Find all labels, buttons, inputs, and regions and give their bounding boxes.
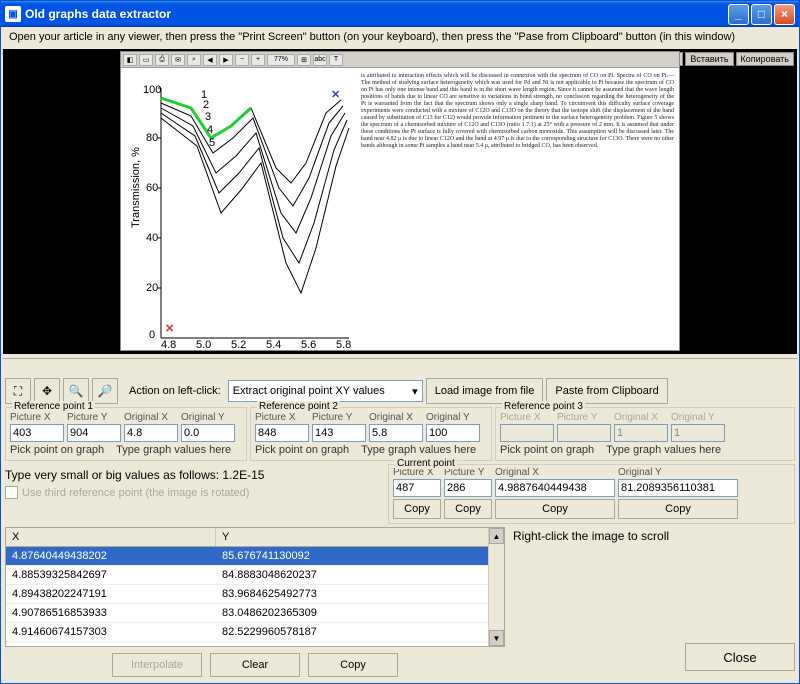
third-ref-checkbox-row[interactable]: Use third reference point (the image is … bbox=[5, 486, 385, 499]
app-window: ▣ Old graphs data extractor _ □ × Open y… bbox=[0, 0, 800, 684]
ptb-icon[interactable]: T bbox=[329, 54, 343, 66]
ptb-pct[interactable]: 77% bbox=[267, 54, 295, 66]
ref1-px-input[interactable] bbox=[10, 424, 64, 442]
ref1-py-input[interactable] bbox=[67, 424, 121, 442]
table-row[interactable]: 4.9078651685393383.0486202365309 bbox=[6, 604, 504, 623]
app-icon: ▣ bbox=[5, 6, 21, 22]
checkbox-icon[interactable] bbox=[5, 486, 18, 499]
ref3-oy-input bbox=[671, 424, 725, 442]
ptb-icon[interactable]: − bbox=[235, 54, 249, 66]
svg-text:80: 80 bbox=[146, 132, 158, 144]
zoom-out-icon[interactable]: 🔎 bbox=[92, 378, 118, 404]
ref-point-2-group: Reference point 2 Picture X Picture Y Or… bbox=[250, 407, 492, 461]
table-row[interactable]: 4.8764044943820285.676741130092 bbox=[6, 547, 504, 566]
ptb-icon[interactable]: ⊞ bbox=[297, 54, 311, 66]
action-label: Action on left-click: bbox=[129, 385, 221, 397]
svg-text:5.4: 5.4 bbox=[266, 339, 281, 351]
minimize-button[interactable]: _ bbox=[728, 4, 749, 25]
copy-ox-button[interactable]: Copy bbox=[495, 499, 615, 519]
svg-text:40: 40 bbox=[146, 232, 158, 244]
titlebar: ▣ Old graphs data extractor _ □ × bbox=[1, 1, 799, 27]
col-x-header[interactable]: X bbox=[6, 528, 216, 546]
ref2-px-input[interactable] bbox=[255, 424, 309, 442]
table-scrollbar[interactable]: ▲ ▼ bbox=[488, 528, 504, 646]
copy-px-button[interactable]: Copy bbox=[393, 499, 441, 519]
interpolate-button: Interpolate bbox=[112, 653, 202, 677]
svg-text:100: 100 bbox=[143, 84, 161, 96]
ptb-icon[interactable]: + bbox=[251, 54, 265, 66]
table-row[interactable]: 4.9146067415730382.5229960578187 bbox=[6, 623, 504, 642]
ref3-px-input bbox=[500, 424, 554, 442]
table-row[interactable]: 4.8853932584269784.8883048620237 bbox=[6, 566, 504, 585]
svg-text:3: 3 bbox=[205, 111, 211, 123]
ref2-ox-input[interactable] bbox=[369, 424, 423, 442]
svg-text:5.6: 5.6 bbox=[301, 339, 316, 351]
ref1-ox-input[interactable] bbox=[124, 424, 178, 442]
paper-page: ◧ ▭ ⎙ ✉ ⌕ ◀ ▶ − + 77% ⊞ abc T 100 80 bbox=[120, 51, 680, 351]
data-table: X Y 4.8764044943820285.6767411300924.885… bbox=[5, 527, 505, 647]
current-point-group: Current point Picture XCopy Picture YCop… bbox=[388, 464, 795, 524]
ptb-icon[interactable]: ◀ bbox=[203, 54, 217, 66]
svg-text:5.0: 5.0 bbox=[196, 339, 211, 351]
scroll-down-icon[interactable]: ▼ bbox=[489, 630, 504, 646]
ptb-icon[interactable]: ▶ bbox=[219, 54, 233, 66]
marker-x-icon: ✕ bbox=[165, 323, 174, 335]
svg-text:4.8: 4.8 bbox=[161, 339, 176, 351]
current-px-input[interactable] bbox=[393, 479, 441, 497]
svg-text:5.8: 5.8 bbox=[336, 339, 351, 351]
window-title: Old graphs data extractor bbox=[25, 7, 728, 21]
current-py-input[interactable] bbox=[444, 479, 492, 497]
copy-oy-button[interactable]: Copy bbox=[618, 499, 738, 519]
marker-plus-icon: ✕ bbox=[331, 89, 340, 101]
ptb-icon[interactable]: ◧ bbox=[123, 54, 137, 66]
chart-svg: 100 80 60 40 20 0 4.8 5.0 5.2 5.4 5.6 bbox=[131, 78, 356, 353]
ref-point-3-group: Reference point 3 Picture X Picture Y Or… bbox=[495, 407, 795, 461]
ptb-icon[interactable]: ▭ bbox=[139, 54, 153, 66]
svg-text:5: 5 bbox=[209, 137, 215, 149]
svg-text:60: 60 bbox=[146, 182, 158, 194]
ptb-icon[interactable]: abc bbox=[313, 54, 327, 66]
scroll-up-icon[interactable]: ▲ bbox=[489, 528, 504, 544]
ref-point-1-group: Reference point 1 Picture X Picture Y Or… bbox=[5, 407, 247, 461]
close-button[interactable]: Close bbox=[685, 643, 795, 671]
ref1-oy-input[interactable] bbox=[181, 424, 235, 442]
action-selected: Extract original point XY values bbox=[233, 385, 385, 397]
table-row[interactable]: 4.8943820224719183.9684625492773 bbox=[6, 585, 504, 604]
current-ox-input[interactable] bbox=[495, 479, 615, 497]
ptb-icon[interactable]: ✉ bbox=[171, 54, 185, 66]
instruction-text: Open your article in any viewer, then pr… bbox=[1, 27, 799, 47]
side-btn-2[interactable]: Вставить bbox=[685, 52, 733, 66]
svg-text:4: 4 bbox=[207, 124, 213, 136]
image-hscrollbar[interactable] bbox=[3, 358, 797, 374]
paper-body-text: is attributed to interaction effects whi… bbox=[361, 73, 674, 150]
svg-text:0: 0 bbox=[149, 329, 155, 341]
ref3-ox-input bbox=[614, 424, 668, 442]
ref3-py-input bbox=[557, 424, 611, 442]
svg-text:5.2: 5.2 bbox=[231, 339, 246, 351]
ptb-icon[interactable]: ⌕ bbox=[187, 54, 201, 66]
col-y-header[interactable]: Y bbox=[216, 528, 504, 546]
svg-text:20: 20 bbox=[146, 282, 158, 294]
close-window-button[interactable]: × bbox=[774, 4, 795, 25]
current-oy-input[interactable] bbox=[618, 479, 738, 497]
scroll-hint: Right-click the image to scroll bbox=[513, 529, 795, 543]
maximize-button[interactable]: □ bbox=[751, 4, 772, 25]
chevron-down-icon: ▾ bbox=[412, 385, 418, 398]
clear-button[interactable]: Clear bbox=[210, 653, 300, 677]
copy-py-button[interactable]: Copy bbox=[444, 499, 492, 519]
action-dropdown[interactable]: Extract original point XY values ▾ bbox=[228, 380, 423, 402]
image-viewport[interactable]: Вырезать Вставить Копировать ◧ ▭ ⎙ ✉ ⌕ ◀… bbox=[3, 49, 797, 354]
ref2-oy-input[interactable] bbox=[426, 424, 480, 442]
svg-text:2: 2 bbox=[203, 99, 209, 111]
exponent-hint: Type very small or big values as follows… bbox=[5, 468, 385, 482]
paper-toolbar: ◧ ▭ ⎙ ✉ ⌕ ◀ ▶ − + 77% ⊞ abc T bbox=[121, 52, 679, 68]
svg-text:Transmission, %: Transmission, % bbox=[131, 147, 142, 228]
ref2-py-input[interactable] bbox=[312, 424, 366, 442]
copy-table-button[interactable]: Copy bbox=[308, 653, 398, 677]
side-btn-3[interactable]: Копировать bbox=[736, 52, 794, 66]
ptb-icon[interactable]: ⎙ bbox=[155, 54, 169, 66]
